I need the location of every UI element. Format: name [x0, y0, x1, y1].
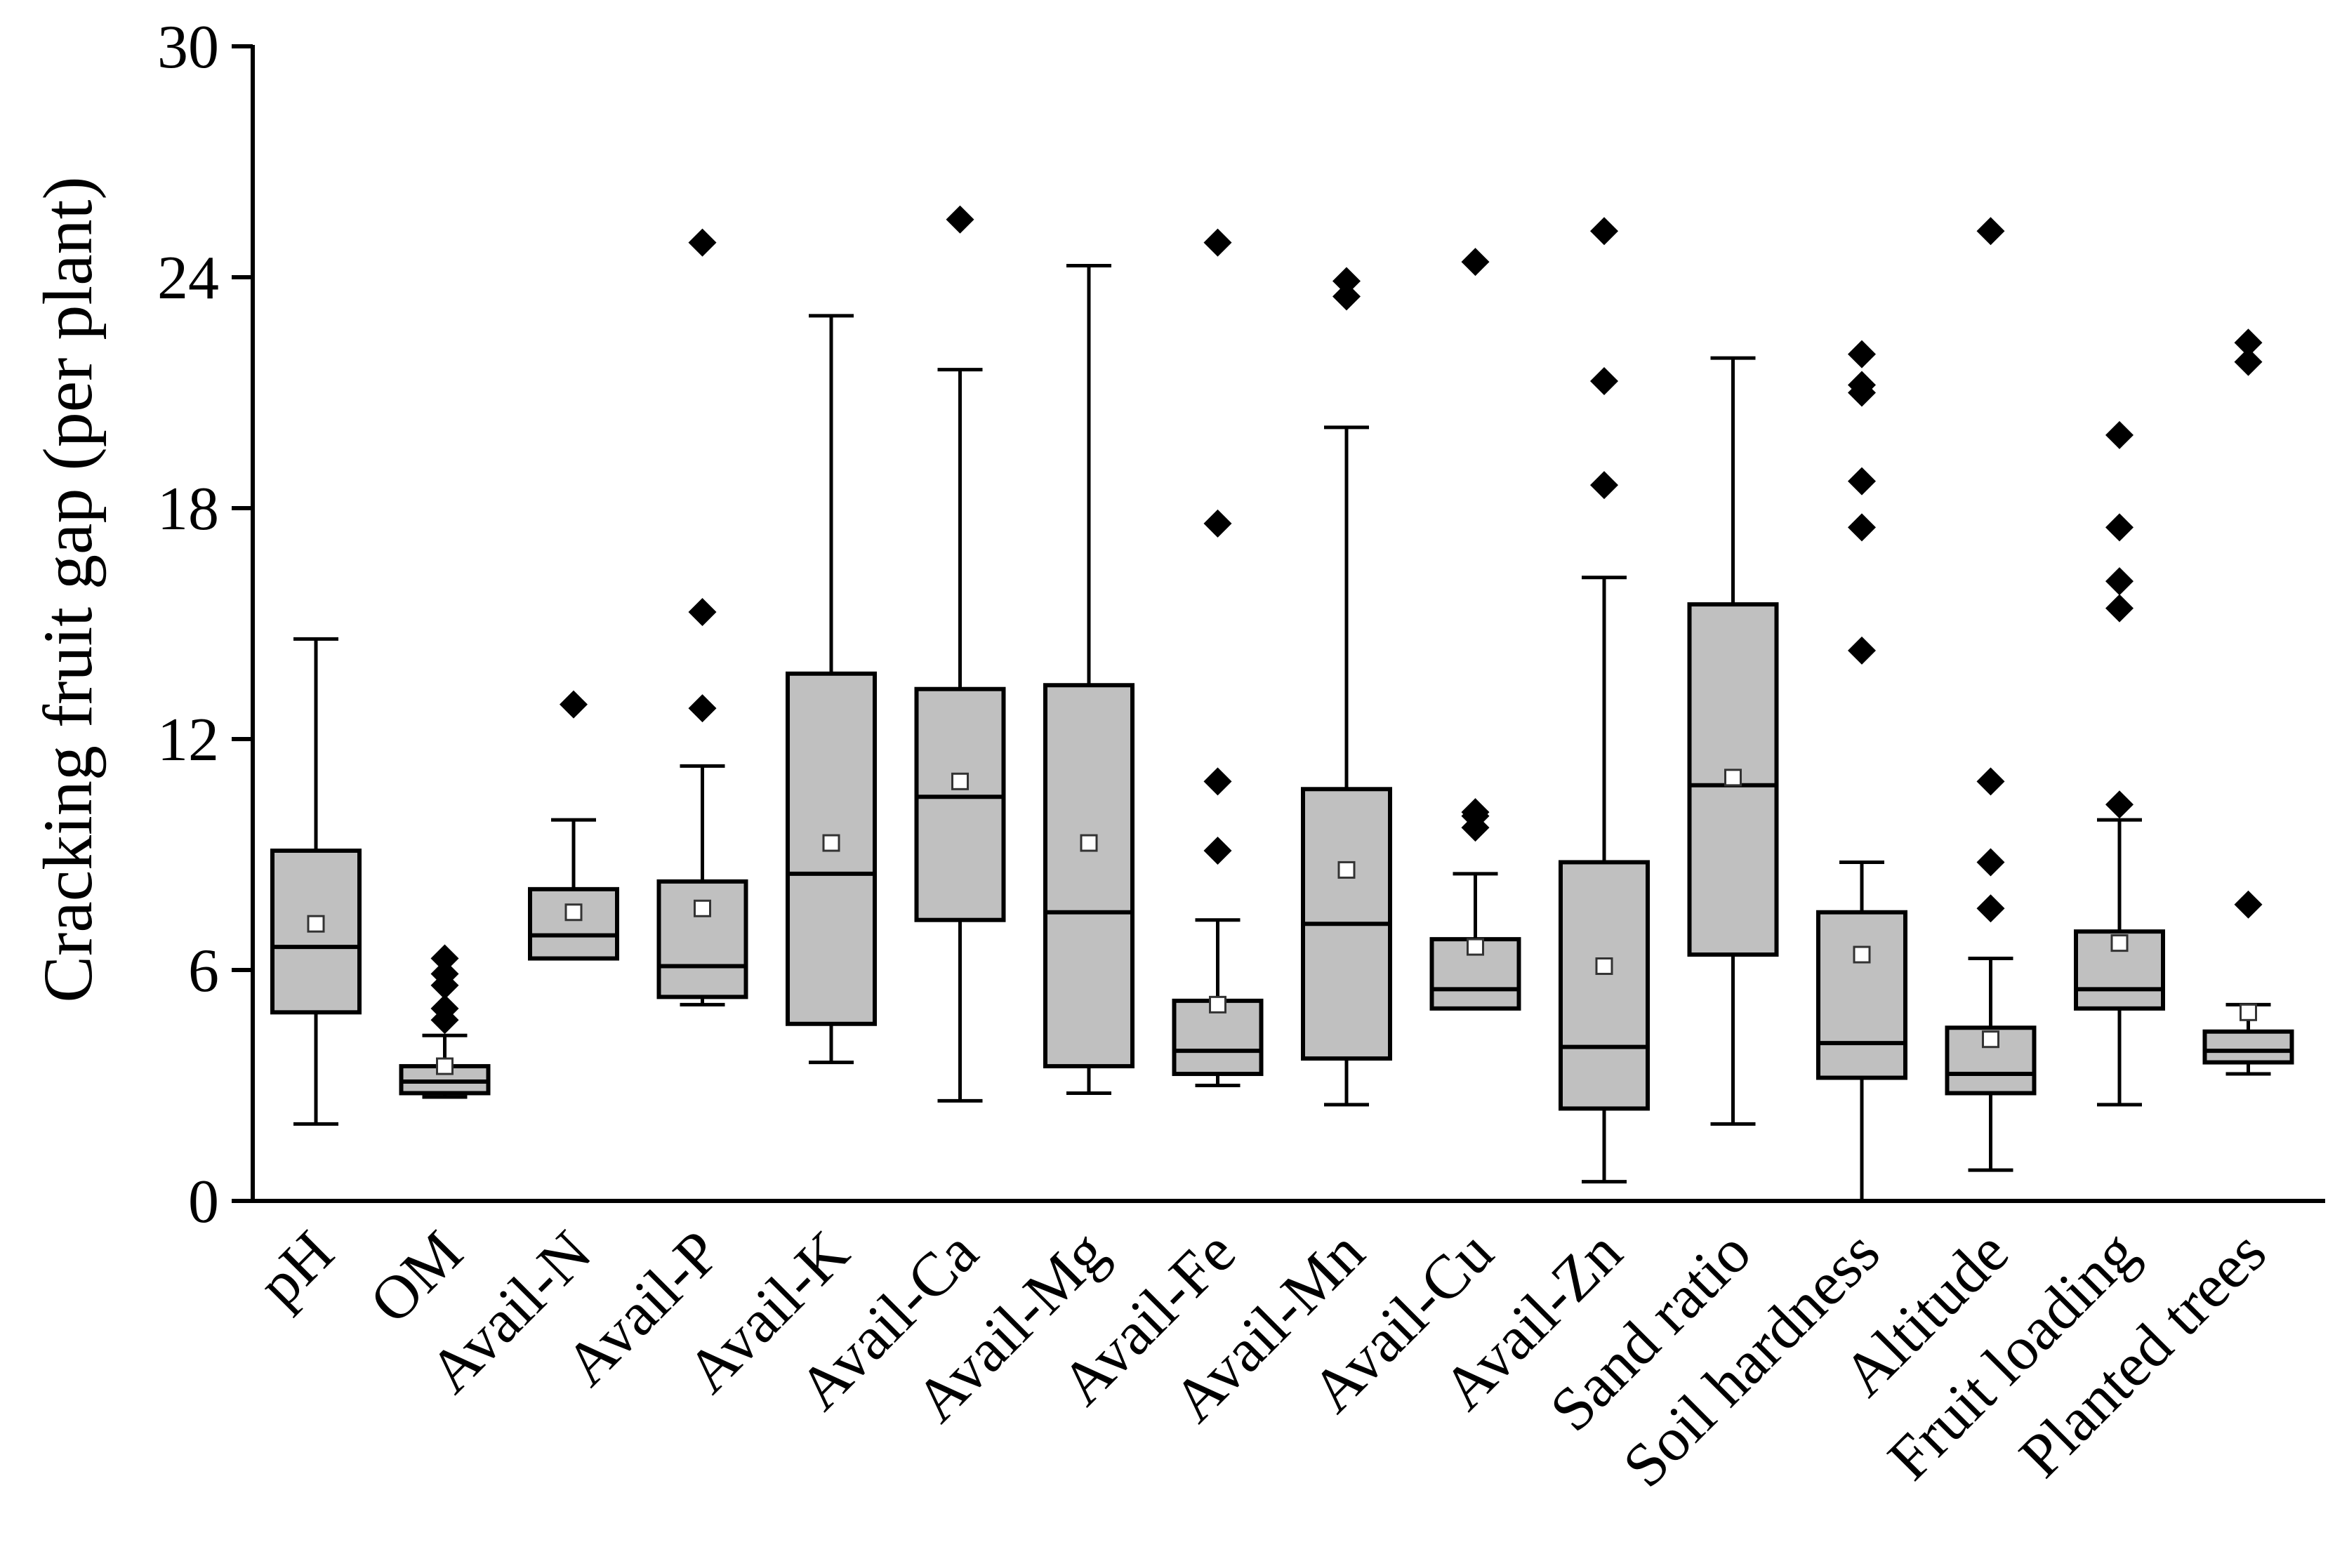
- mean-marker: [1209, 995, 1226, 1014]
- outlier-point: [1461, 248, 1490, 277]
- outlier-point: [1203, 509, 1232, 538]
- box-5: [914, 205, 1006, 1103]
- outlier-point: [1848, 340, 1876, 368]
- iqr-box: [528, 886, 619, 961]
- outlier-point: [1848, 513, 1876, 542]
- outlier-point: [2105, 790, 2134, 819]
- outlier-point: [430, 959, 459, 988]
- y-axis-title: Cracking fruit gap (per plant): [29, 176, 107, 1002]
- outlier-point: [1203, 837, 1232, 865]
- box-15: [2202, 328, 2294, 1076]
- outlier-point: [430, 944, 459, 973]
- outlier-point: [2234, 347, 2263, 376]
- outlier-point: [2105, 513, 2134, 542]
- y-tick-label: 0: [188, 1168, 219, 1236]
- mean-marker: [1853, 945, 1871, 964]
- outlier-point: [1461, 798, 1490, 827]
- iqr-box: [2202, 1029, 2294, 1065]
- outlier-point: [2234, 328, 2263, 357]
- box-3: [656, 228, 748, 1006]
- outlier-point: [688, 694, 717, 723]
- box-8: [1301, 267, 1392, 1107]
- outlier-point: [1332, 282, 1361, 311]
- mean-marker: [2240, 1003, 2257, 1021]
- mean-marker: [307, 915, 325, 933]
- x-category-label: pH: [245, 1218, 347, 1320]
- outlier-point: [946, 205, 974, 234]
- box-1: [399, 944, 491, 1099]
- y-axis-ticks: 0 6 12 18 24 30: [157, 13, 253, 1236]
- mean-marker: [1724, 769, 1742, 787]
- outlier-point: [2105, 567, 2134, 596]
- box-11: [1687, 356, 1779, 1126]
- outlier-point: [430, 994, 459, 1023]
- x-axis-labels: pH OMAvail-NAvail-PAvail-KAvail-CaAvail-M…: [245, 1218, 2279, 1501]
- outlier-point: [688, 598, 717, 627]
- outlier-point: [1976, 767, 2005, 796]
- mean-marker: [694, 899, 711, 917]
- outlier-point: [1976, 894, 2005, 923]
- mean-marker: [2110, 934, 2129, 952]
- mean-marker: [1595, 957, 1613, 976]
- outlier-point: [1848, 636, 1876, 665]
- iqr-box: [1816, 910, 1907, 1080]
- y-tick-label: 18: [157, 475, 219, 543]
- mean-marker: [436, 1057, 454, 1075]
- box-9: [1429, 248, 1521, 1011]
- box-6: [1043, 264, 1135, 1095]
- box-13: [1945, 217, 2037, 1172]
- outlier-point: [1976, 848, 2005, 877]
- outlier-point: [560, 690, 588, 719]
- mean-marker: [1337, 861, 1356, 879]
- y-tick-label: 12: [157, 706, 219, 774]
- y-tick-label: 24: [157, 244, 219, 312]
- outlier-point: [2234, 890, 2263, 919]
- mean-marker: [1467, 938, 1484, 956]
- outlier-point: [1848, 371, 1876, 399]
- box-10: [1559, 217, 1650, 1184]
- outlier-point: [1590, 471, 1618, 500]
- mean-marker: [951, 772, 969, 790]
- box-7: [1172, 228, 1264, 1087]
- iqr-box: [914, 686, 1006, 922]
- outlier-point: [1332, 267, 1361, 295]
- box-2: [528, 690, 619, 961]
- outlier-point: [2105, 420, 2134, 449]
- outlier-point: [1203, 767, 1232, 796]
- outlier-point: [1590, 367, 1618, 396]
- box-12: [1816, 340, 1907, 1203]
- mean-marker: [822, 834, 840, 852]
- box-0: [270, 637, 362, 1126]
- iqr-box: [1043, 683, 1135, 1069]
- outlier-point: [1848, 467, 1876, 496]
- y-tick-label: 30: [157, 13, 219, 81]
- outlier-point: [1976, 217, 2005, 246]
- y-tick-label: 6: [188, 937, 219, 1005]
- box-series: [270, 205, 2294, 1203]
- outlier-point: [688, 228, 717, 257]
- iqr-box: [656, 879, 748, 999]
- mean-marker: [1982, 1030, 1999, 1049]
- mean-marker: [564, 903, 583, 922]
- iqr-box: [1559, 860, 1650, 1111]
- box-14: [2074, 420, 2165, 1107]
- outlier-point: [1203, 228, 1232, 257]
- box-4: [786, 314, 877, 1065]
- outlier-point: [2105, 594, 2134, 623]
- mean-marker: [1080, 834, 1098, 852]
- outlier-point: [1590, 217, 1618, 246]
